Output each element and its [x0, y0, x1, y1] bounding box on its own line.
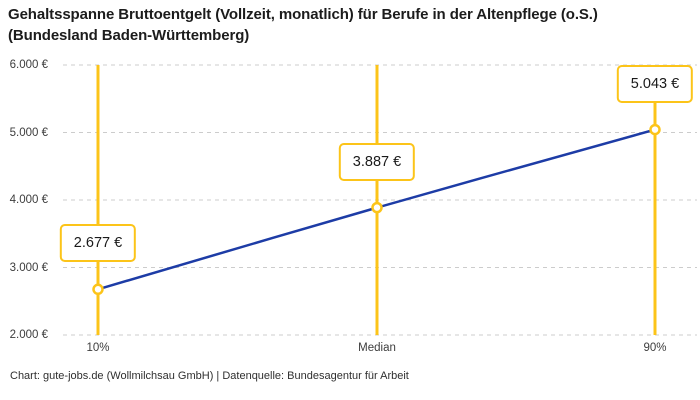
x-axis-tick-label: 10%: [86, 342, 110, 354]
x-axis-tick-label: Median: [358, 342, 396, 354]
chart-title-line1: Gehaltsspanne Bruttoentgelt (Vollzeit, m…: [8, 6, 598, 23]
y-axis-tick-label: 6.000 €: [9, 59, 48, 71]
data-point-marker: [649, 123, 661, 136]
chart-title-line2: (Bundesland Baden-Württemberg): [8, 27, 250, 45]
chart-credit: Chart: gute-jobs.de (Wollmilchsau GmbH) …: [10, 370, 409, 382]
y-axis-tick-label: 2.000 €: [9, 329, 48, 341]
chart-title: Gehaltsspanne Bruttoentgelt (Vollzeit, m…: [8, 4, 694, 47]
data-point-marker: [371, 201, 383, 214]
value-annotation-box: 3.887 €: [338, 142, 416, 181]
value-annotation-box: 5.043 €: [616, 64, 694, 103]
x-axis-tick-label: 90%: [643, 342, 667, 354]
value-annotation-box: 2.677 €: [59, 224, 137, 263]
y-axis-tick-label: 4.000 €: [9, 194, 48, 206]
y-axis-tick-label: 5.000 €: [9, 126, 48, 139]
y-axis-tick-label: 3.000 €: [9, 261, 48, 274]
data-point-marker: [92, 283, 104, 296]
